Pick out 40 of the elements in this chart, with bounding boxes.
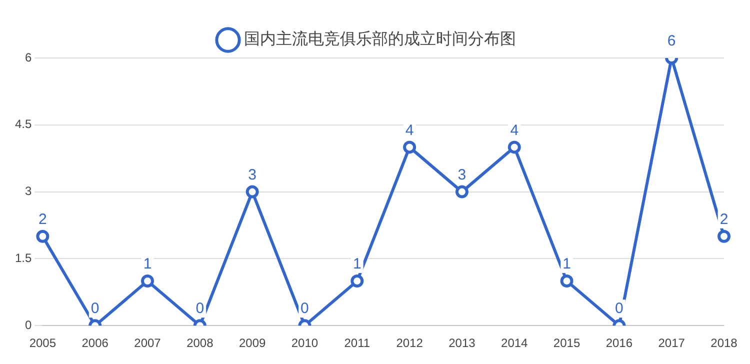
x-tick-label: 2013 [448, 336, 476, 350]
y-tick-label: 3 [24, 184, 32, 198]
x-tick-label: 2005 [29, 336, 56, 350]
data-label: 1 [352, 256, 362, 273]
x-tick-label: 2007 [134, 336, 162, 350]
point [403, 140, 416, 154]
x-tick-label: 2018 [710, 336, 738, 350]
point [718, 230, 730, 243]
x-tick-label: 2017 [658, 336, 686, 350]
x-tick-label: 2009 [238, 336, 266, 350]
x-tick-label: 2010 [291, 336, 318, 350]
x-tick-label: 2012 [396, 336, 424, 350]
x-tick-label: 2016 [606, 336, 633, 350]
data-label: 2 [720, 211, 728, 228]
data-label: 3 [458, 166, 466, 184]
data-label: 0 [300, 300, 309, 318]
data-label: 4 [405, 122, 414, 139]
x-tick-label: 2011 [344, 336, 370, 350]
y-tick-label: 4.5 [14, 117, 32, 132]
data-label: 3 [248, 166, 256, 184]
point [36, 230, 50, 243]
data-label: 0 [615, 300, 624, 318]
x-tick-label: 2015 [553, 336, 580, 350]
legend-label: 国内主流电竞俱乐部的成立时间分布图 [244, 29, 516, 48]
point [246, 185, 259, 198]
data-label: 0 [90, 300, 100, 318]
x-tick-label: 2014 [501, 336, 528, 350]
x-tick-label: 2008 [186, 336, 214, 350]
point [508, 140, 521, 154]
y-tick-label: 0 [24, 318, 32, 332]
data-label: 1 [562, 256, 571, 273]
data-label: 6 [667, 32, 676, 50]
point [455, 185, 468, 198]
data-label: 2 [38, 211, 47, 228]
data-label: 0 [196, 300, 204, 318]
x-tick-label: 2006 [82, 336, 109, 350]
y-tick-label: 1.5 [14, 251, 32, 266]
data-label: 1 [143, 256, 152, 273]
y-tick-label: 6 [24, 50, 32, 64]
data-label: 4 [510, 122, 519, 139]
